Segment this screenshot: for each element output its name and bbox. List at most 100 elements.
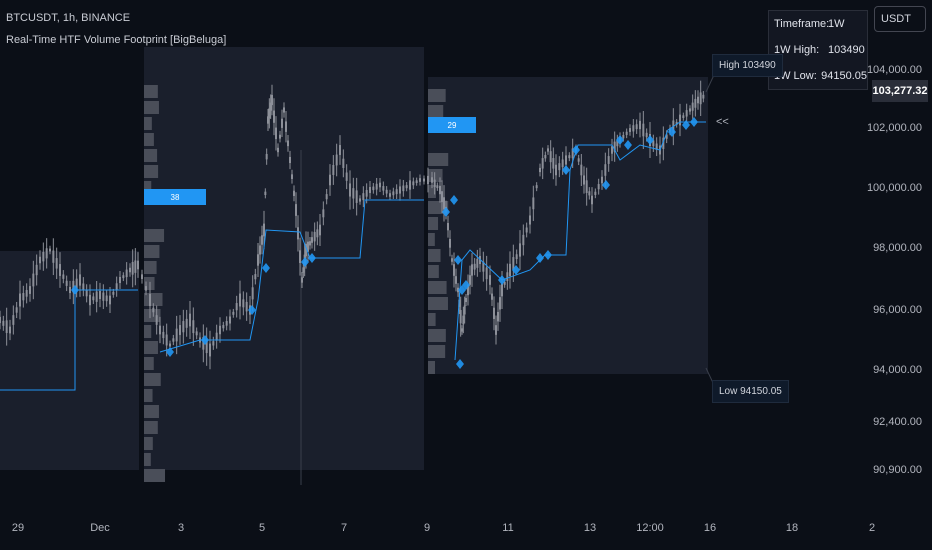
candle-body	[522, 234, 525, 246]
info-row-high: 1W High: 103490	[769, 37, 867, 63]
candle-body	[519, 243, 521, 257]
candle-body	[539, 167, 541, 173]
candle-body	[449, 238, 451, 248]
candle-body	[694, 98, 697, 108]
poc-step-line	[454, 121, 706, 361]
candle-body	[92, 296, 95, 301]
candle-body	[281, 118, 283, 128]
candle-body	[345, 172, 348, 181]
date-tick: 9	[423, 522, 431, 534]
candle-body	[583, 175, 585, 185]
candle-body	[215, 332, 218, 341]
candle-body	[402, 185, 405, 192]
poc-step-line	[159, 199, 424, 353]
diamond-marker	[442, 207, 450, 217]
candle-body	[699, 92, 702, 105]
candle-body	[75, 278, 78, 288]
candle-body	[172, 338, 175, 342]
candle-body	[565, 155, 567, 165]
candle-body	[591, 195, 593, 205]
candle-body	[32, 273, 35, 287]
candle-body	[625, 131, 628, 135]
date-tick: 12:00	[636, 522, 664, 534]
volume-bar	[428, 233, 435, 246]
candle-body	[362, 193, 365, 201]
candle-body	[222, 325, 225, 329]
candle-body	[461, 328, 463, 332]
candle-body	[254, 274, 257, 280]
candle-body	[305, 243, 307, 257]
diamond-marker	[454, 255, 462, 265]
candle-body	[299, 250, 301, 263]
candle-body	[269, 102, 272, 111]
candle-body	[535, 185, 538, 189]
volume-bar	[144, 405, 159, 418]
indicator-title[interactable]: Real-Time HTF Volume Footprint [BigBelug…	[6, 34, 227, 46]
candle-body	[611, 146, 613, 154]
price-tick: 94,000.00	[873, 364, 922, 376]
candle-body	[652, 140, 655, 147]
price-tick: 100,000.00	[866, 182, 922, 194]
low-callout: Low 94150.05	[712, 380, 789, 403]
volume-bar	[144, 293, 163, 306]
price-tick: 104,000.00	[866, 64, 922, 76]
candle-body	[655, 143, 658, 150]
candle-body	[105, 295, 108, 302]
candle-body	[462, 315, 465, 325]
diamond-marker	[690, 117, 698, 127]
candle-body	[179, 325, 181, 335]
candle-body	[25, 289, 28, 297]
candle-body	[99, 290, 101, 300]
candle-body	[405, 185, 408, 189]
candle-body	[239, 293, 241, 307]
volume-bar	[144, 469, 166, 482]
candle-body	[35, 264, 38, 276]
candle-body	[261, 235, 263, 245]
collapse-arrows-icon[interactable]: <<	[716, 116, 729, 128]
candle-body	[325, 194, 328, 200]
candle-body	[689, 108, 691, 112]
candle-body	[544, 154, 547, 159]
poc-volume-label: 29	[448, 121, 457, 130]
candle-body	[342, 158, 345, 168]
candle-body	[552, 158, 555, 169]
price-tick: 96,000.00	[873, 304, 922, 316]
diamond-marker	[308, 253, 316, 263]
diamond-marker	[682, 120, 690, 130]
candle-body	[95, 291, 98, 302]
currency-button[interactable]: USDT	[874, 6, 926, 32]
diamond-marker	[646, 135, 654, 145]
candle-body	[202, 337, 205, 350]
candle-body	[205, 340, 208, 354]
candle-body	[501, 283, 503, 297]
volume-bar	[428, 185, 436, 198]
candle-body	[19, 293, 21, 307]
candle-body	[279, 134, 281, 139]
candle-body	[277, 147, 279, 153]
candle-body	[134, 260, 137, 273]
candle-body	[287, 140, 289, 147]
info-label: Timeframe:	[774, 18, 830, 30]
candle-body	[5, 320, 8, 333]
candle-body	[389, 193, 391, 197]
candle-body	[307, 241, 309, 252]
candle-body	[485, 267, 488, 280]
info-value: 94150.05	[821, 70, 867, 82]
candle-body	[447, 223, 449, 231]
candle-body	[175, 328, 178, 342]
candle-body	[293, 190, 295, 196]
volume-bar	[428, 361, 435, 374]
date-tick: 2	[868, 522, 876, 534]
candle-body	[295, 204, 297, 216]
candle-body	[39, 256, 41, 264]
volume-bar	[428, 345, 446, 358]
candle-body	[257, 254, 259, 266]
candle-body	[561, 159, 564, 168]
candle-body	[467, 284, 469, 296]
candle-body	[165, 334, 168, 346]
volume-bar	[428, 281, 447, 294]
candle-body	[155, 315, 158, 325]
candle-body	[339, 145, 341, 155]
candle-body	[665, 134, 668, 139]
